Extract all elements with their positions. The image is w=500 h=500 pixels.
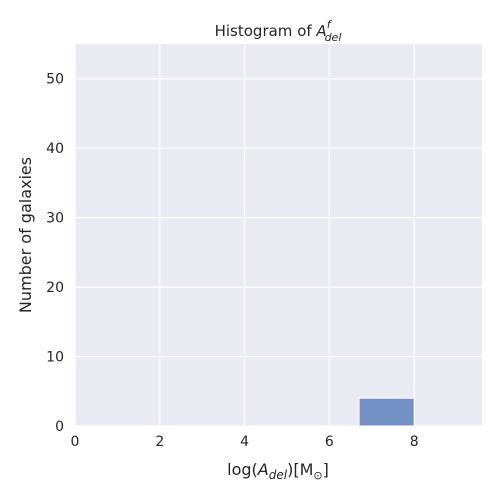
bars <box>358 397 415 427</box>
y-axis-label: Number of galaxies <box>16 157 35 313</box>
x-axis-label: log(Adel)[M⊙] <box>227 460 329 482</box>
y-tick-label: 10 <box>46 350 64 366</box>
y-tick-label: 40 <box>46 141 64 157</box>
y-tick-label: 50 <box>46 72 64 88</box>
grid <box>74 44 482 427</box>
x-tick-label: 8 <box>410 434 419 450</box>
plot-area <box>75 44 482 426</box>
x-tick-label: 4 <box>240 434 249 450</box>
y-tick-label: 0 <box>55 419 64 435</box>
chart-title: Histogram of Af del <box>215 18 342 44</box>
x-tick-label: 0 <box>71 434 80 450</box>
x-tick-labels: 0 2 4 6 8 <box>71 434 419 450</box>
x-tick-label: 2 <box>155 434 164 450</box>
histogram-bar <box>358 397 415 427</box>
y-tick-label: 20 <box>46 280 64 296</box>
y-tick-labels: 0 10 20 30 40 50 <box>46 72 64 435</box>
x-tick-label: 6 <box>325 434 334 450</box>
y-tick-label: 30 <box>46 211 64 227</box>
